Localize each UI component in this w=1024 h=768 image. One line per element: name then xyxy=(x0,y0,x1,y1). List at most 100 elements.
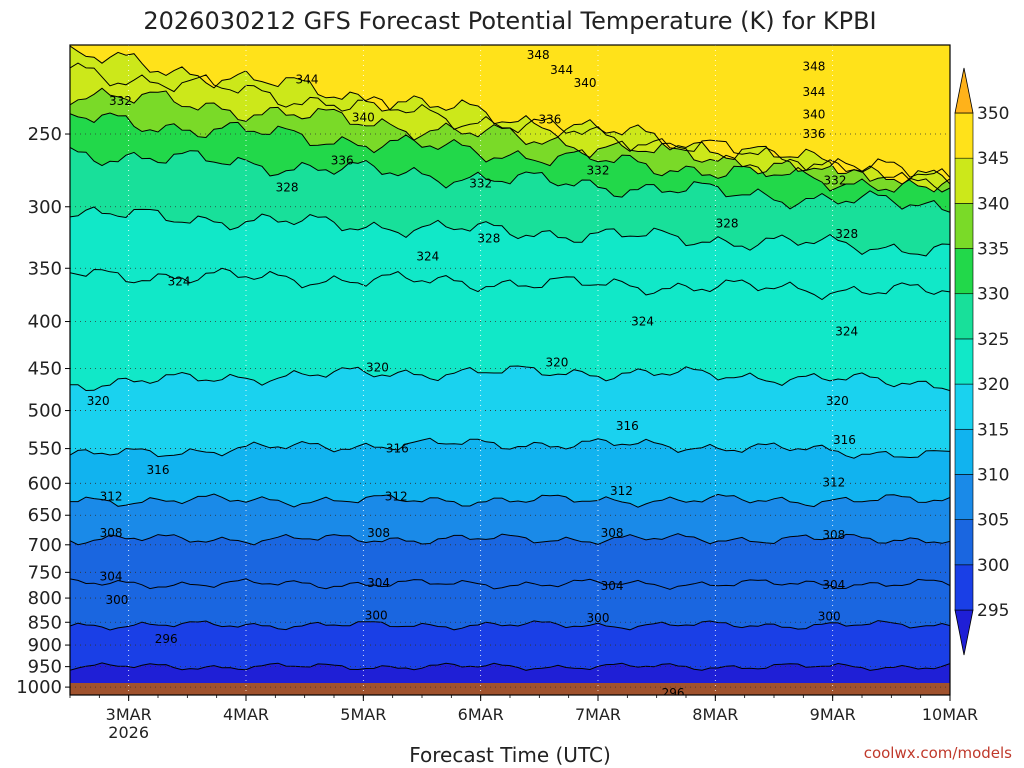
y-tick-label: 600 xyxy=(28,473,62,494)
contour-label: 324 xyxy=(168,275,191,289)
y-tick-label: 400 xyxy=(28,312,62,333)
contour-label: 316 xyxy=(147,463,170,477)
contour-label: 320 xyxy=(366,361,389,375)
colorbar-swatch xyxy=(954,474,974,520)
contour-label: 308 xyxy=(601,526,624,540)
colorbar-label: 350 xyxy=(977,104,1009,124)
contour-label: 304 xyxy=(100,570,123,584)
contour-label: 328 xyxy=(835,227,858,241)
y-tick-label: 850 xyxy=(28,612,62,633)
colorbar-label: 315 xyxy=(977,420,1009,440)
colorbar-swatch xyxy=(954,519,974,566)
contour-label: 304 xyxy=(822,578,845,592)
contour-label: 320 xyxy=(87,394,110,408)
grid xyxy=(70,45,950,695)
contour-label: 324 xyxy=(631,315,654,329)
y-tick-label: 500 xyxy=(28,401,62,422)
colorbar-label: 340 xyxy=(977,194,1009,214)
x-tick-label: 7MAR xyxy=(575,705,621,724)
temperature-fill xyxy=(70,45,950,695)
colorbar-label: 310 xyxy=(977,465,1009,485)
colorbar-swatch xyxy=(954,338,974,385)
y-axis: 2503003504004505005506006507007508008509… xyxy=(16,124,70,698)
contour-label: 332 xyxy=(824,174,847,188)
colorbar-label: 325 xyxy=(977,330,1009,350)
y-tick-label: 700 xyxy=(28,535,62,556)
contour-label: 312 xyxy=(822,476,845,490)
contour-label: 332 xyxy=(587,164,610,178)
contour-312 xyxy=(70,493,950,508)
y-tick-label: 250 xyxy=(28,124,62,145)
contour-label: 300 xyxy=(105,593,128,607)
colorbar-label: 305 xyxy=(977,511,1009,531)
colorbar-swatch xyxy=(954,157,974,204)
contour-336 xyxy=(70,112,950,193)
contour-label: 324 xyxy=(416,250,439,264)
contour-348 xyxy=(70,45,950,185)
y-tick-label: 350 xyxy=(28,258,62,279)
y-tick-label: 950 xyxy=(28,657,62,678)
band-348 xyxy=(70,45,950,185)
contour-label: 316 xyxy=(386,442,409,456)
colorbar-label: 330 xyxy=(977,285,1009,305)
contour-label: 308 xyxy=(367,526,390,540)
x-tick-label: 9MAR xyxy=(810,705,856,724)
colorbar-swatch xyxy=(954,112,974,159)
y-tick-label: 750 xyxy=(28,562,62,583)
colorbar-swatch xyxy=(954,383,974,430)
chart-title: 2026030212 GFS Forecast Potential Temper… xyxy=(143,7,876,35)
contour-lines xyxy=(70,45,950,671)
contour-label: 328 xyxy=(716,217,739,231)
x-tick-label: 5MAR xyxy=(340,705,386,724)
contour-label: 336 xyxy=(538,112,561,126)
contour-332 xyxy=(70,146,950,213)
contour-label: 296 xyxy=(662,686,685,700)
x-tick-label: 3MAR xyxy=(106,705,152,724)
contour-label: 344 xyxy=(296,72,319,86)
contour-label: 320 xyxy=(545,355,568,369)
contour-label: 344 xyxy=(550,63,573,77)
contour-label: 332 xyxy=(109,94,132,108)
colorbar: 295 300 305 310 315 320 325 330 335 340 345 350 xyxy=(954,67,1009,656)
colorbar-swatch xyxy=(954,564,974,611)
contour-label: 340 xyxy=(352,111,375,125)
contour-label: 304 xyxy=(601,579,624,593)
contour-label: 324 xyxy=(835,324,858,338)
colorbar-swatch xyxy=(954,203,974,249)
contour-label: 320 xyxy=(826,394,849,408)
y-tick-label: 650 xyxy=(28,505,62,526)
contour-label: 328 xyxy=(477,232,500,246)
contour-316 xyxy=(70,437,950,459)
colorbar-high-arrow xyxy=(954,67,974,114)
contour-300 xyxy=(70,620,950,631)
y-tick-label: 550 xyxy=(28,439,62,460)
contour-label: 340 xyxy=(574,76,597,90)
contour-label: 336 xyxy=(331,153,354,167)
contour-label: 296 xyxy=(155,632,178,646)
contour-label: 316 xyxy=(616,419,639,433)
contour-label: 344 xyxy=(802,85,825,99)
colorbar-swatch xyxy=(954,248,974,295)
ground-band xyxy=(70,683,950,695)
colorbar-label: 335 xyxy=(977,240,1009,260)
contour-label: 304 xyxy=(367,576,390,590)
y-tick-label: 1000 xyxy=(16,677,62,698)
contour-320 xyxy=(70,365,950,392)
contour-label: 300 xyxy=(587,611,610,625)
colorbar-label: 300 xyxy=(977,556,1009,576)
x-tick-label: 10MAR xyxy=(922,705,978,724)
contour-328 xyxy=(70,206,950,257)
y-tick-label: 300 xyxy=(28,197,62,218)
contour-label: 300 xyxy=(365,609,388,623)
credit-text: coolwx.com/models xyxy=(864,744,1012,762)
x-tick-sublabel: 2026 xyxy=(108,723,149,742)
y-tick-label: 450 xyxy=(28,359,62,380)
x-tick-label: 4MAR xyxy=(223,705,269,724)
contour-label: 312 xyxy=(610,484,633,498)
contour-label: 312 xyxy=(385,489,408,503)
x-tick-label: 8MAR xyxy=(692,705,738,724)
contour-296 xyxy=(70,662,950,671)
y-tick-label: 900 xyxy=(28,635,62,656)
